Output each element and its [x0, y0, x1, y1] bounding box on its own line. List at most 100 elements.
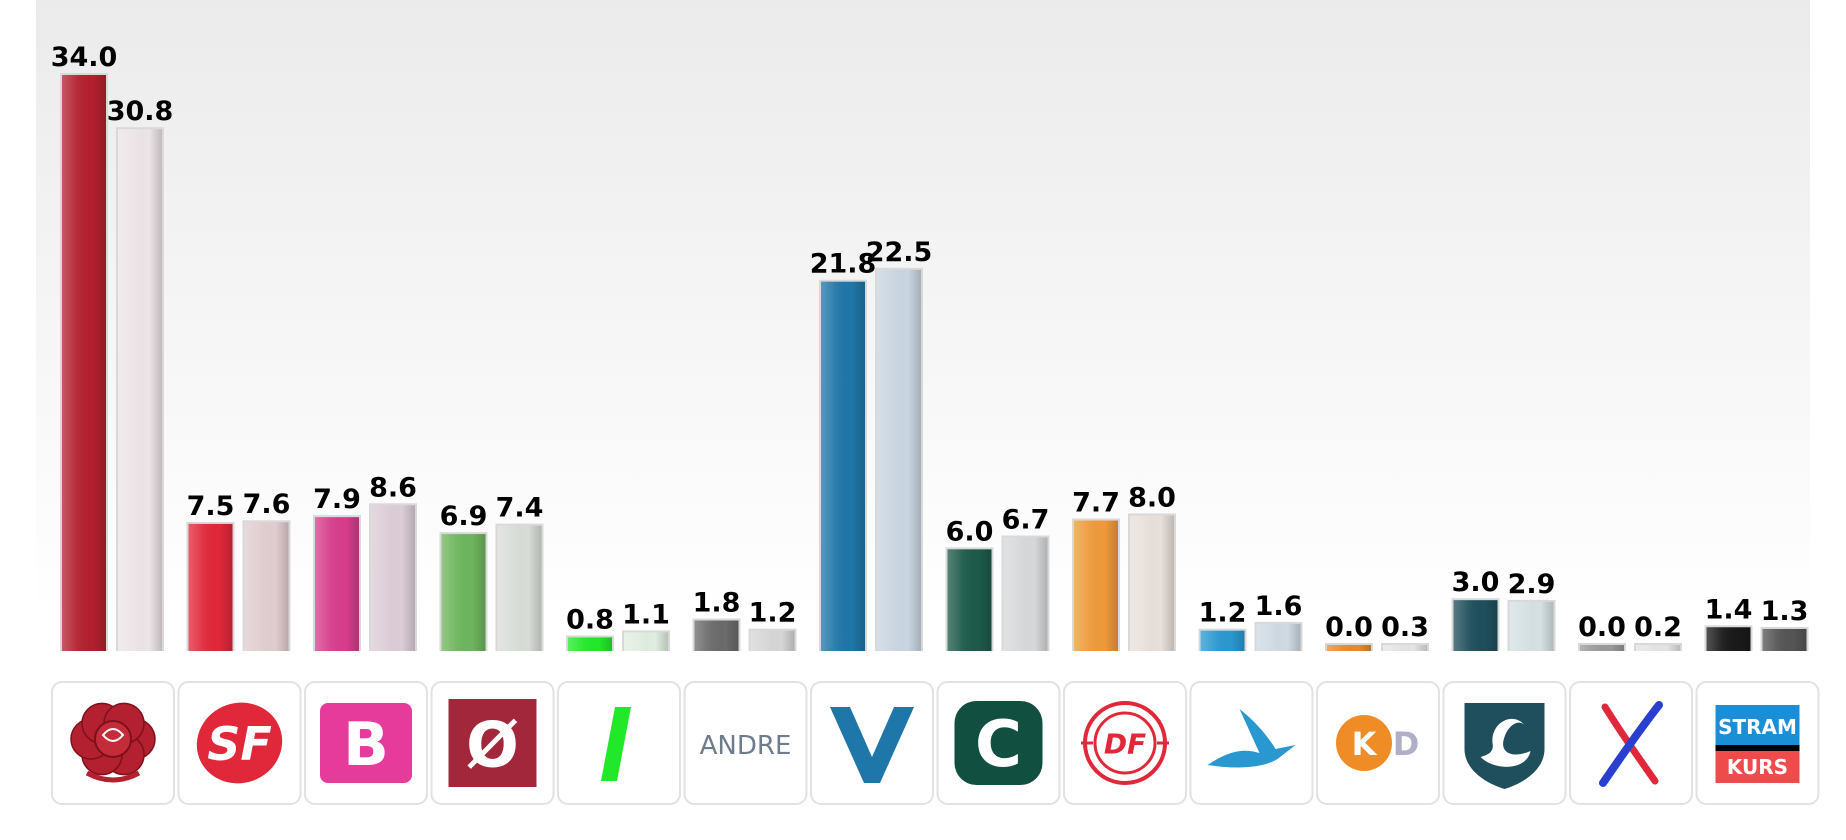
- bar-shine-previous-4: [624, 632, 668, 651]
- value-label-previous-9: 1.6: [1255, 591, 1303, 622]
- bar-shine-current-6: [821, 281, 865, 651]
- andre-logo-icon: ANDRE: [700, 731, 792, 761]
- stramkurs-logo-bottom: KURS: [1727, 755, 1788, 779]
- value-label-current-3: 6.9: [440, 501, 488, 532]
- logo-tile-bg: [1189, 681, 1314, 805]
- df-logo-text: DF: [1104, 728, 1146, 761]
- value-label-previous-7: 6.7: [1002, 504, 1050, 535]
- value-label-current-1: 7.5: [187, 491, 235, 522]
- bar-shine-current-4: [568, 637, 612, 651]
- bar-shine-current-5: [694, 620, 739, 651]
- bar-shine-previous-5: [750, 630, 795, 651]
- party-logo-tile-0[interactable]: [51, 681, 175, 805]
- party-logo-tile-11[interactable]: [1442, 681, 1567, 805]
- stramkurs-logo-top: STRAM: [1718, 715, 1797, 739]
- party-logo-tile-9[interactable]: [1189, 681, 1314, 805]
- swan-logo-icon: [1464, 703, 1545, 789]
- bar-shine-previous-3: [497, 525, 542, 651]
- b-logo-icon: B: [320, 703, 412, 783]
- bar-shine-current-9: [1200, 630, 1245, 651]
- bar-shine-current-8: [1074, 520, 1118, 651]
- bar-shine-previous-1: [244, 522, 289, 651]
- logo-tile-bg: [810, 681, 934, 805]
- kd-logo-k: K: [1352, 725, 1378, 763]
- party-logo-tile-13[interactable]: STRAM KURS: [1695, 681, 1820, 805]
- bar-shine-previous-0: [118, 129, 162, 651]
- party-logo-tile-6[interactable]: [810, 681, 934, 805]
- party-logo-row: SF B Ø ANDRE C DF K D STRAM KURS: [51, 681, 1820, 805]
- bar-shine-current-13: [1706, 627, 1751, 651]
- value-label-current-4: 0.8: [566, 604, 614, 635]
- oe-logo-icon: Ø: [448, 699, 537, 787]
- value-label-current-13: 1.4: [1705, 594, 1753, 625]
- logo-tile-bg: [683, 681, 808, 805]
- df-logo-icon: DF: [1081, 701, 1169, 785]
- party-logo-tile-4[interactable]: [557, 681, 681, 805]
- bars-layer: [60, 73, 1809, 651]
- bar-shine-previous-2: [371, 505, 415, 651]
- bar-shine-previous-8: [1130, 515, 1174, 651]
- value-label-previous-12: 0.2: [1634, 612, 1682, 643]
- value-label-previous-5: 1.2: [749, 598, 797, 629]
- party-logo-tile-2[interactable]: B: [304, 681, 428, 805]
- oe-logo-text: Ø: [466, 709, 519, 782]
- bar-shine-previous-7: [1003, 537, 1048, 651]
- c-logo-text: C: [975, 708, 1022, 782]
- stramkurs-logo-icon: STRAM KURS: [1715, 705, 1800, 783]
- party-logo-tile-8[interactable]: DF: [1063, 681, 1187, 805]
- value-label-previous-3: 7.4: [496, 493, 544, 524]
- value-label-previous-4: 1.1: [622, 599, 670, 630]
- bar-shine-current-0: [62, 75, 106, 651]
- value-label-current-7: 6.0: [946, 516, 994, 547]
- party-logo-tile-7[interactable]: C: [936, 681, 1061, 805]
- value-label-current-10: 0.0: [1325, 612, 1373, 643]
- bar-shine-current-3: [441, 534, 486, 651]
- bar-shine-previous-13: [1762, 628, 1807, 651]
- value-label-current-6: 21.8: [810, 249, 877, 280]
- bar-shine-previous-12: [1636, 645, 1680, 651]
- value-label-current-5: 1.8: [693, 588, 741, 619]
- rose-logo-icon: [70, 702, 156, 783]
- bar-shine-current-1: [188, 523, 233, 651]
- bar-shine-current-7: [947, 549, 992, 651]
- sf-logo-text: SF: [207, 717, 272, 771]
- bar-shine-previous-9: [1256, 623, 1301, 651]
- logo-tile-bg: [1063, 681, 1187, 805]
- value-label-previous-1: 7.6: [243, 489, 291, 520]
- value-label-previous-0: 30.8: [107, 96, 174, 127]
- x-logo-icon: [1599, 701, 1663, 787]
- bar-shine-current-12: [1580, 645, 1624, 651]
- v-logo-icon: [830, 707, 914, 783]
- value-label-current-8: 7.7: [1072, 488, 1120, 519]
- aa-logo-icon: [601, 707, 631, 781]
- value-label-previous-2: 8.6: [369, 472, 417, 503]
- bird-logo-icon: [1207, 709, 1296, 768]
- value-label-previous-8: 8.0: [1128, 482, 1176, 513]
- bar-shine-previous-11: [1509, 601, 1554, 651]
- value-label-previous-13: 1.3: [1761, 596, 1809, 627]
- bar-shine-previous-6: [877, 269, 921, 651]
- value-label-current-0: 34.0: [51, 42, 118, 73]
- kd-logo-d: D: [1393, 725, 1420, 763]
- value-labels-layer: 34.0 30.8 7.5 7.6 7.9 8.6 6.9 7.4 0.8 1.1 1.8 1.2 21…: [51, 42, 1809, 643]
- party-logo-tile-3[interactable]: Ø: [430, 681, 555, 805]
- sf-logo-icon: SF: [196, 702, 283, 784]
- party-logo-tile-12[interactable]: [1569, 681, 1693, 805]
- party-logo-tile-5[interactable]: ANDRE: [683, 681, 808, 805]
- bar-shine-previous-10: [1383, 645, 1427, 651]
- bar-shine-current-2: [315, 517, 359, 651]
- value-label-previous-11: 2.9: [1508, 569, 1556, 600]
- value-label-current-9: 1.2: [1199, 598, 1247, 629]
- c-logo-icon: C: [954, 701, 1043, 785]
- bar-shine-current-10: [1327, 645, 1371, 651]
- value-label-previous-10: 0.3: [1381, 612, 1429, 643]
- value-label-previous-6: 22.5: [866, 237, 933, 268]
- value-label-current-11: 3.0: [1452, 567, 1500, 598]
- party-logo-tile-1[interactable]: SF: [177, 681, 302, 805]
- value-label-current-12: 0.0: [1578, 612, 1626, 643]
- value-label-current-2: 7.9: [313, 484, 361, 515]
- bar-shine-current-11: [1453, 600, 1498, 651]
